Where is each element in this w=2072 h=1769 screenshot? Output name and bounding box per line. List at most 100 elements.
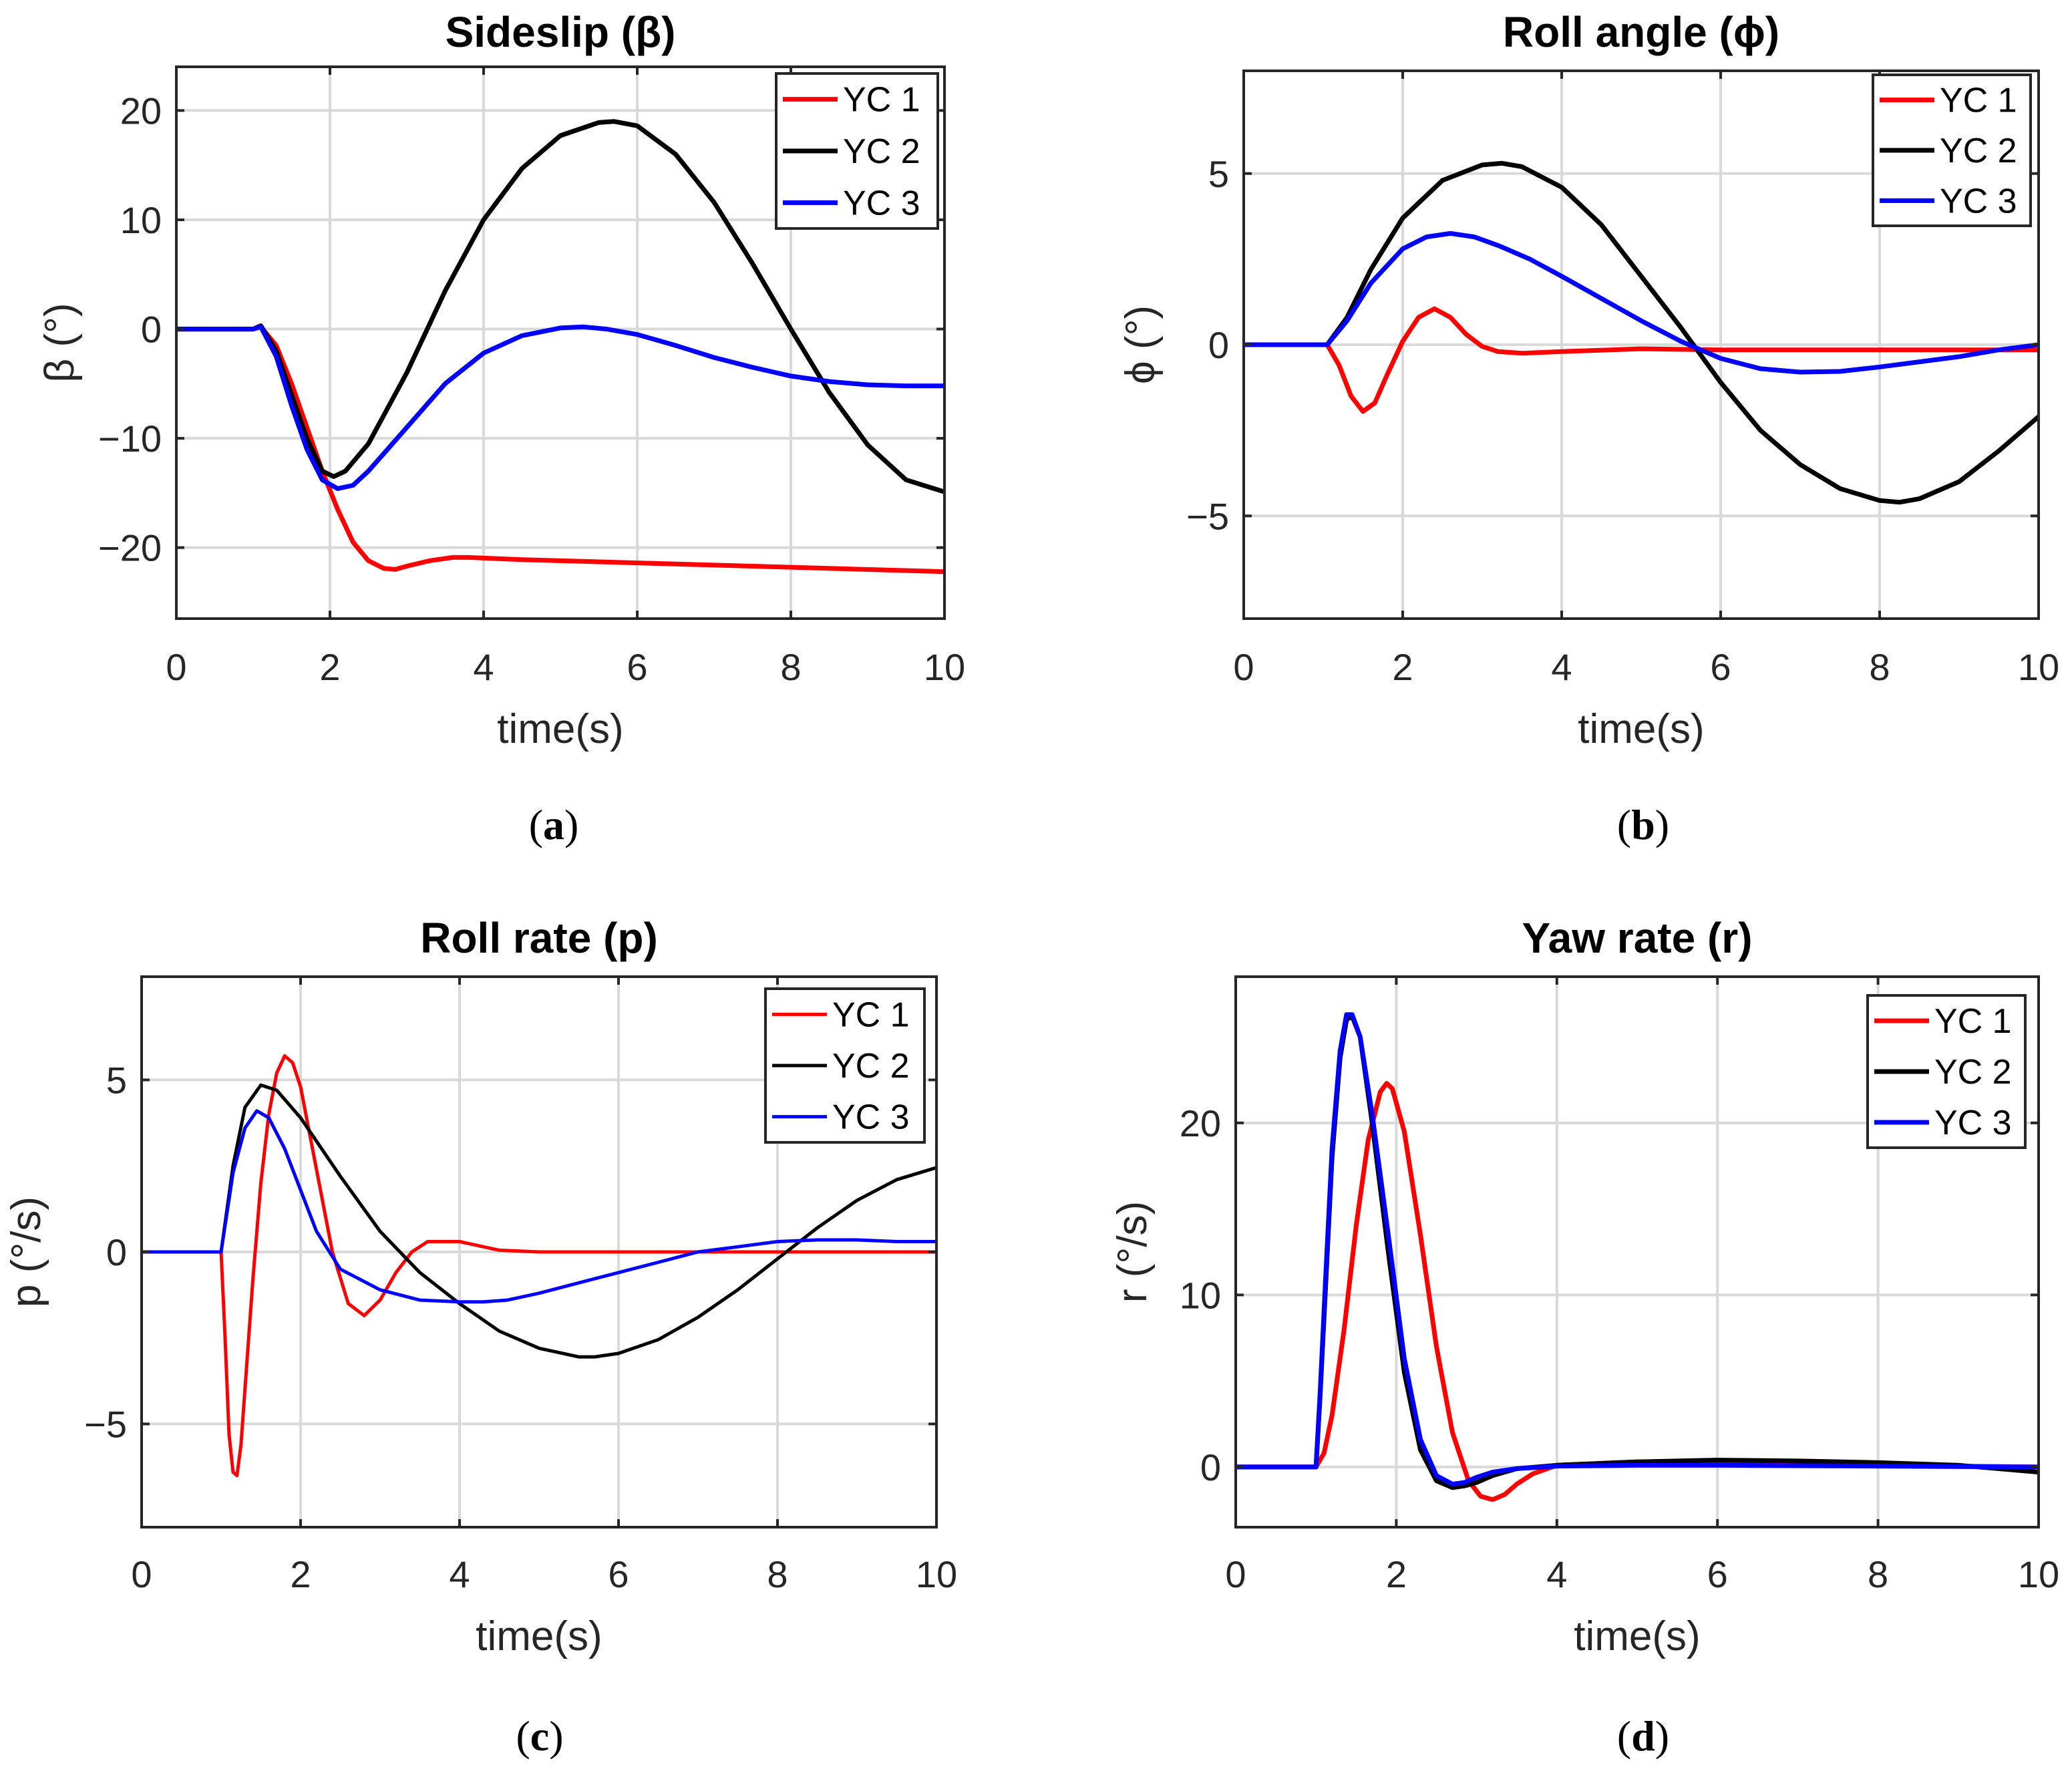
- x-axis-label: time(s): [1578, 706, 1704, 752]
- x-tick-label: 0: [166, 646, 186, 688]
- chart-title: Yaw rate (r): [1522, 914, 1752, 962]
- y-tick-label: 10: [120, 199, 162, 241]
- y-axis-label: p (°/s): [3, 1196, 49, 1307]
- axes-frame: [175, 65, 946, 620]
- caption-open-paren: (: [1617, 1712, 1631, 1760]
- x-tick-label: 6: [627, 646, 647, 688]
- x-tick-label: 2: [1392, 646, 1413, 688]
- y-tick-label: −5: [1186, 495, 1229, 537]
- x-axis-label: time(s): [1574, 1613, 1700, 1659]
- caption-close-paren: ): [549, 1712, 563, 1760]
- caption-letter: b: [1631, 801, 1655, 848]
- y-tick-label: 0: [141, 309, 162, 351]
- x-tick-label: 4: [473, 646, 494, 688]
- series-line-yc-1: [142, 1054, 936, 1478]
- caption-close-paren: ): [1655, 801, 1669, 848]
- legend: YC 1 YC 2 YC 3: [775, 72, 939, 230]
- series-group: [1244, 160, 2039, 505]
- x-tick-label: 6: [1707, 1553, 1728, 1595]
- legend-label-yc-2: YC 2: [843, 132, 920, 171]
- series-line-yc-1: [1244, 306, 2039, 414]
- y-tick-label: 20: [1180, 1102, 1221, 1144]
- x-axis-label: time(s): [497, 706, 623, 752]
- x-tick-label: 10: [2018, 646, 2059, 688]
- y-tick-label: 5: [106, 1060, 127, 1102]
- series-group: [142, 1054, 936, 1478]
- y-tick-label: 0: [1208, 324, 1229, 366]
- chart-title: Sideslip (β): [446, 8, 676, 56]
- legend-label-yc-2: YC 2: [832, 1047, 910, 1086]
- x-tick-label: 8: [1869, 646, 1890, 688]
- series-group: [176, 119, 944, 575]
- chart-title: Roll angle (ϕ): [1503, 8, 1779, 56]
- x-tick-label: 6: [608, 1553, 629, 1595]
- y-tick-label: −5: [84, 1404, 127, 1446]
- x-tick-label: 2: [319, 646, 340, 688]
- legend-label-yc-1: YC 1: [843, 81, 920, 120]
- chart-panel-1: 0 2 4 6 8 10 −20 −10 0 10 20 Sideslip (β) time(s) β (…: [37, 8, 965, 848]
- legend-label-yc-1: YC 1: [1934, 1002, 2012, 1041]
- y-axis-label: r (°/s): [1109, 1201, 1156, 1303]
- x-tick-label: 10: [916, 1553, 957, 1595]
- series-line-yc-2: [1244, 160, 2039, 505]
- y-axis-label: β (°): [37, 303, 83, 383]
- legend-label-yc-3: YC 3: [843, 184, 920, 222]
- axes-frame: [1234, 975, 2040, 1529]
- y-tick-label: 0: [106, 1231, 127, 1273]
- x-tick-label: 8: [767, 1553, 788, 1595]
- y-tick-label: 5: [1208, 153, 1229, 195]
- x-tick-label: 6: [1710, 646, 1731, 688]
- x-tick-label: 8: [780, 646, 801, 688]
- panel-caption: (b): [1617, 801, 1669, 848]
- panel-caption: (d): [1617, 1712, 1669, 1760]
- legend-label-yc-3: YC 3: [1934, 1104, 2012, 1142]
- series-line-yc-3: [1244, 230, 2039, 375]
- y-tick-label: −20: [98, 527, 162, 569]
- legend-label-yc-1: YC 1: [832, 995, 910, 1034]
- series-line-yc-2: [142, 1083, 936, 1359]
- chart-panel-2: 0 2 4 6 8 10 −5 0 5 Roll angle (ϕ) time(s) ϕ (°) YC …: [1117, 8, 2059, 848]
- legend-label-yc-3: YC 3: [832, 1098, 910, 1137]
- series-line-yc-2: [176, 119, 944, 494]
- x-tick-label: 4: [1551, 646, 1572, 688]
- caption-letter: c: [530, 1712, 549, 1760]
- x-tick-label: 2: [290, 1553, 311, 1595]
- legend-label-yc-2: YC 2: [1940, 132, 2017, 170]
- caption-close-paren: ): [564, 801, 578, 848]
- y-tick-label: 20: [120, 90, 162, 132]
- chart-panel-4: 0 2 4 6 8 10 0 10 20 Yaw rate (r) time(s) r (°/s) YC…: [1109, 914, 2059, 1760]
- x-tick-label: 10: [2018, 1553, 2059, 1595]
- y-tick-label: 0: [1200, 1446, 1221, 1488]
- x-tick-label: 0: [1225, 1553, 1246, 1595]
- series-line-yc-3: [142, 1109, 936, 1304]
- x-tick-label: 10: [924, 646, 965, 688]
- legend-label-yc-3: YC 3: [1940, 182, 2017, 220]
- series-group: [1236, 1012, 2039, 1502]
- x-tick-label: 4: [449, 1553, 470, 1595]
- legend: YC 1 YC 2 YC 3: [1872, 73, 2032, 227]
- legend-label-yc-1: YC 1: [1940, 82, 2017, 120]
- panel-caption: (c): [516, 1712, 563, 1760]
- legend: YC 1 YC 2 YC 3: [1866, 994, 2027, 1149]
- legend: YC 1 YC 2 YC 3: [764, 987, 926, 1144]
- y-axis-label: ϕ (°): [1117, 305, 1164, 384]
- caption-close-paren: ): [1655, 1712, 1669, 1760]
- caption-open-paren: (: [529, 801, 543, 848]
- x-tick-label: 8: [1868, 1553, 1888, 1595]
- caption-letter: a: [543, 801, 564, 848]
- y-tick-label: 10: [1180, 1274, 1221, 1316]
- panel-caption: (a): [529, 801, 579, 848]
- chart-title: Roll rate (p): [420, 914, 658, 962]
- chart-panel-3: 0 2 4 6 8 10 −5 0 5 Roll rate (p) time(s) p (°/s) YC…: [3, 914, 957, 1760]
- series-line-yc-3: [1236, 1012, 2039, 1487]
- series-line-yc-3: [176, 324, 944, 491]
- x-tick-label: 4: [1546, 1553, 1567, 1595]
- legend-label-yc-2: YC 2: [1934, 1053, 2012, 1092]
- x-tick-label: 0: [1233, 646, 1254, 688]
- caption-open-paren: (: [516, 1712, 530, 1760]
- x-axis-label: time(s): [476, 1613, 602, 1659]
- x-tick-label: 2: [1386, 1553, 1407, 1595]
- caption-letter: d: [1631, 1712, 1655, 1760]
- x-tick-label: 0: [131, 1553, 152, 1595]
